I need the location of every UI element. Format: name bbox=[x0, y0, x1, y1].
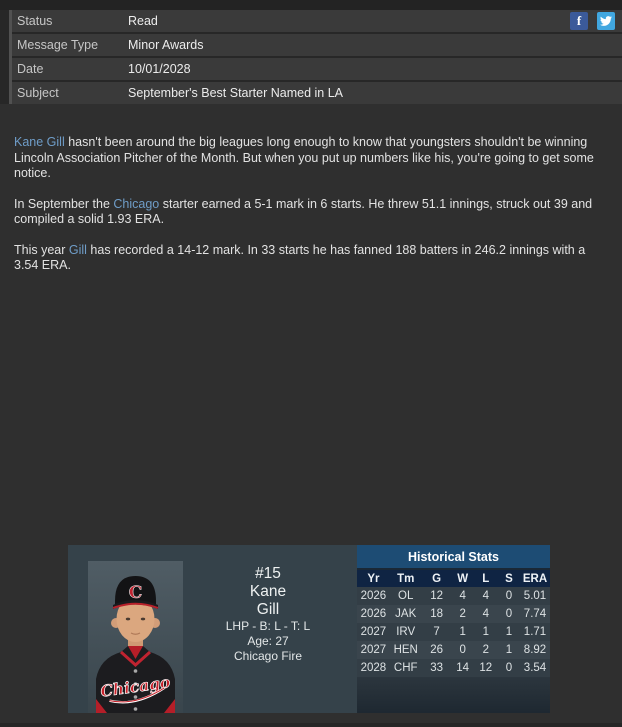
body-text: This year bbox=[14, 242, 69, 257]
body-text: starter earned a 5-1 mark in 6 starts. H… bbox=[14, 196, 593, 227]
stats-cell: 1 bbox=[505, 644, 513, 656]
player-last-name: Gill bbox=[256, 601, 280, 618]
player-identity-block: #15 Kane Gill LHP - B: L - T: L Age: 27 … bbox=[184, 565, 352, 664]
stats-column-header: Tm bbox=[397, 572, 415, 585]
stats-column-header: S bbox=[505, 572, 513, 585]
stats-cell: 2 bbox=[482, 644, 489, 656]
meta-label: Status bbox=[17, 14, 53, 28]
stats-cell: 8.92 bbox=[523, 644, 547, 656]
stats-cell: 7.74 bbox=[523, 608, 547, 620]
stats-cell: 14 bbox=[456, 662, 470, 674]
stats-cell: JAK bbox=[395, 608, 417, 620]
stats-cell: 12 bbox=[430, 590, 443, 602]
player-team-line: Chicago Fire bbox=[233, 649, 303, 663]
body-text: In September the bbox=[14, 196, 114, 211]
social-share-buttons: f bbox=[570, 12, 615, 30]
stats-cell: 1.71 bbox=[523, 626, 547, 638]
player-card: C Chicago bbox=[68, 545, 550, 713]
message-meta-section: Status Read f Message Type Minor Awards … bbox=[0, 10, 622, 104]
stats-cell: 2026 bbox=[360, 608, 387, 620]
stats-row: 2027 IRV 7 1 1 1 1.71 bbox=[357, 623, 550, 641]
stats-column-header: Yr bbox=[367, 572, 380, 585]
facebook-share-icon[interactable]: f bbox=[570, 12, 588, 30]
inline-link[interactable]: Chicago bbox=[113, 196, 160, 211]
body-text: has recorded a 14-12 mark. In 33 starts … bbox=[14, 242, 586, 273]
stats-row: 2026 OL 12 4 4 0 5.01 bbox=[357, 587, 550, 605]
stats-empty-area bbox=[357, 677, 550, 713]
message-paragraph: Kane Gill hasn't been around the big lea… bbox=[14, 135, 608, 182]
player-position-line: LHP - B: L - T: L bbox=[225, 619, 311, 633]
stats-cell: 4 bbox=[482, 608, 489, 620]
historical-stats-panel: Historical Stats Yr Tm G W L S ERA 2026 OL 12 4 4 0… bbox=[357, 545, 550, 713]
meta-value: 10/01/2028 bbox=[128, 62, 191, 76]
meta-value: Read bbox=[128, 14, 158, 28]
stats-cell: 26 bbox=[430, 644, 443, 656]
stats-divider bbox=[357, 568, 550, 570]
stats-cell: 1 bbox=[459, 626, 466, 638]
stats-cell: CHF bbox=[393, 662, 418, 674]
svg-text:C: C bbox=[129, 583, 143, 603]
stats-cell: 3.54 bbox=[523, 662, 547, 674]
player-first-name: Kane bbox=[249, 583, 287, 600]
meta-label: Date bbox=[17, 62, 44, 76]
meta-value: Minor Awards bbox=[128, 38, 204, 52]
stats-cell: 1 bbox=[505, 626, 513, 638]
stats-cell: 5.01 bbox=[523, 590, 547, 602]
window-bottom-strip bbox=[0, 723, 622, 727]
player-age-line: Age: 27 bbox=[247, 634, 289, 648]
meta-row-date: Date 10/01/2028 bbox=[12, 58, 622, 80]
message-meta-table: Status Read f Message Type Minor Awards … bbox=[9, 10, 622, 104]
stats-header-row: Yr Tm G W L S ERA bbox=[357, 570, 550, 587]
stats-cell: OL bbox=[398, 590, 414, 602]
stats-cell: HEN bbox=[393, 644, 418, 656]
inline-link[interactable]: Kane Gill bbox=[14, 135, 65, 149]
stats-cell: 4 bbox=[482, 590, 489, 602]
stats-column-header: W bbox=[457, 572, 469, 585]
twitter-share-icon[interactable] bbox=[597, 12, 615, 30]
stats-cell: 4 bbox=[459, 590, 466, 602]
player-portrait-illustration: C Chicago bbox=[88, 561, 183, 713]
twitter-bird-icon bbox=[600, 16, 612, 26]
stats-column-header: L bbox=[482, 572, 490, 585]
stats-row: 2028 CHF 33 14 12 0 3.54 bbox=[357, 659, 550, 677]
stats-cell: 2026 bbox=[360, 590, 387, 602]
message-paragraph: In September the Chicago starter earned … bbox=[14, 197, 608, 228]
stats-column-header: G bbox=[432, 572, 442, 585]
player-photo: C Chicago bbox=[88, 561, 183, 713]
window-top-strip bbox=[0, 0, 622, 10]
stats-cell: 2 bbox=[459, 608, 466, 620]
stats-cell: 18 bbox=[430, 608, 443, 620]
stats-cell: 1 bbox=[482, 626, 489, 638]
meta-row-subject: Subject September's Best Starter Named i… bbox=[12, 82, 622, 104]
inline-link[interactable]: Gill bbox=[68, 242, 87, 257]
stats-column-header: ERA bbox=[522, 572, 548, 585]
meta-row-status: Status Read f bbox=[12, 10, 622, 32]
body-text: hasn't been around the big leagues long … bbox=[14, 135, 594, 180]
stats-cell: 0 bbox=[505, 590, 513, 602]
stats-cell: 2027 bbox=[360, 626, 387, 638]
stats-row: 2026 JAK 18 2 4 0 7.74 bbox=[357, 605, 550, 623]
player-card-left-panel: C Chicago bbox=[68, 545, 357, 713]
stats-cell: 0 bbox=[505, 608, 513, 620]
stats-cell: 12 bbox=[479, 662, 493, 674]
meta-label: Message Type bbox=[17, 38, 99, 52]
meta-label: Subject bbox=[17, 86, 59, 100]
message-paragraph: This year Gill has recorded a 14-12 mark… bbox=[14, 243, 608, 274]
stats-cell: 0 bbox=[505, 662, 513, 674]
stats-cell: IRV bbox=[396, 626, 416, 638]
meta-row-message-type: Message Type Minor Awards bbox=[12, 34, 622, 56]
stats-cell: 2028 bbox=[360, 662, 387, 674]
stats-cell: 0 bbox=[459, 644, 466, 656]
stats-cell: 7 bbox=[433, 626, 440, 638]
stats-row: 2027 HEN 26 0 2 1 8.92 bbox=[357, 641, 550, 659]
message-paragraphs: Kane Gill hasn't been around the big lea… bbox=[0, 106, 622, 274]
stats-cell: 2027 bbox=[360, 644, 387, 656]
stats-rows: 2026 OL 12 4 4 0 5.01 2026 JAK 18 2 4 0 7.74 2027 IRV 7 1… bbox=[357, 587, 550, 677]
stats-cell: 33 bbox=[430, 662, 443, 674]
player-number: #15 bbox=[255, 565, 281, 582]
historical-stats-title: Historical Stats bbox=[357, 545, 550, 568]
meta-value: September's Best Starter Named in LA bbox=[128, 86, 343, 100]
